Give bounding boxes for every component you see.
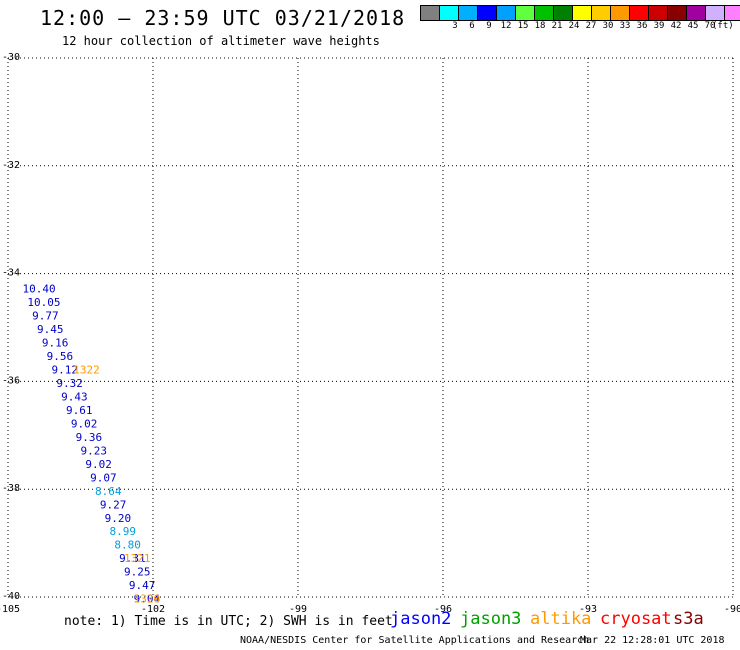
wave-height-value: 10.40: [23, 283, 56, 296]
legend-jason2: jason2: [390, 609, 452, 629]
wave-height-value: 9.25: [124, 566, 151, 579]
color-scale: [420, 5, 740, 21]
wave-height-value: 9.36: [76, 431, 103, 444]
lon-label: -93: [579, 604, 597, 615]
scale-label: 45: [687, 21, 699, 31]
wave-height-value: 9.32: [56, 377, 82, 390]
wave-height-value: 8.64: [95, 485, 122, 498]
legend-cryosat: cryosat: [600, 609, 672, 629]
satellite-legend: jason2: [390, 609, 451, 629]
scale-label: 12: [500, 21, 512, 31]
wave-height-value: 9.04: [134, 593, 161, 606]
wave-height-value: 9.07: [90, 471, 117, 484]
scale-label: 24: [568, 21, 580, 31]
wave-height-value: 9.56: [47, 350, 74, 363]
scale-label: 27: [585, 21, 597, 31]
wave-height-value: 9.02: [71, 417, 98, 430]
lat-label: -40: [2, 591, 20, 602]
lon-label: -102: [141, 604, 165, 615]
wave-height-value: 9.45: [37, 323, 64, 336]
lon-label: -105: [0, 604, 20, 615]
wave-height-value: 9.12: [52, 364, 79, 377]
satellite-legend-jason3: jason3: [460, 609, 521, 629]
satellite-legend-altika: altika: [530, 609, 591, 629]
scale-label: 42: [670, 21, 682, 31]
wave-height-value: 9.23: [81, 444, 108, 457]
scale-label: 18: [534, 21, 546, 31]
legend-jason3: jason3: [460, 609, 522, 629]
wave-height-value: 9.02: [85, 458, 112, 471]
scale-label: 15: [517, 21, 529, 31]
time-label: 1321: [124, 552, 151, 565]
lon-label: -96: [434, 604, 452, 615]
chart-subtitle: 12 hour collection of altimeter wave hei…: [62, 34, 380, 48]
lon-label: -90: [724, 604, 740, 615]
lat-label: -30: [2, 52, 20, 63]
scale-label: 33: [619, 21, 631, 31]
scale-label: 39: [653, 21, 665, 31]
chart-title: 12:00 – 23:59 UTC 03/21/2018: [40, 6, 406, 30]
wave-height-value: 10.05: [27, 296, 60, 309]
legend-altika: altika: [530, 609, 592, 629]
scale-label: 3: [452, 21, 458, 31]
scale-label: 6: [469, 21, 475, 31]
satellite-legend-cryosat: cryosat: [600, 609, 672, 629]
time-label: 1322: [73, 364, 100, 377]
lat-label: -36: [2, 375, 20, 386]
wave-height-value: 8.99: [110, 525, 137, 538]
satellite-legend-s3a: s3a: [673, 609, 704, 629]
wave-height-value: 9.47: [129, 579, 156, 592]
scale-label: 36: [636, 21, 648, 31]
legend-s3a: s3a: [673, 609, 704, 629]
footer-note: note: 1) Time is in UTC; 2) SWH is in fe…: [64, 614, 393, 629]
time-label: 1320: [134, 593, 161, 606]
credit-line: NOAA/NESDIS Center for Satellite Applica…: [240, 635, 590, 646]
lat-label: -32: [2, 160, 20, 171]
wave-height-value: 9.20: [105, 512, 131, 525]
wave-height-value: 9.61: [66, 404, 93, 417]
scale-label: 30: [602, 21, 614, 31]
scale-label: 9: [486, 21, 492, 31]
scale-swatch: [724, 5, 740, 21]
wave-height-value: 9.31: [119, 552, 145, 565]
wave-height-value: 9.27: [100, 498, 127, 511]
generated-timestamp: Mar 22 12:28:01 UTC 2018: [580, 635, 725, 646]
wave-height-value: 8.80: [114, 539, 141, 552]
scale-unit: (ft): [712, 21, 734, 31]
wave-height-value: 9.16: [42, 337, 68, 350]
lat-label: -38: [2, 483, 20, 494]
wave-height-value: 9.77: [32, 310, 59, 323]
scale-label: 70: [704, 21, 716, 31]
wave-height-value: 9.43: [61, 390, 88, 403]
scale-label: 21: [551, 21, 563, 31]
lon-label: -99: [289, 604, 307, 615]
lat-label: -34: [2, 268, 20, 279]
